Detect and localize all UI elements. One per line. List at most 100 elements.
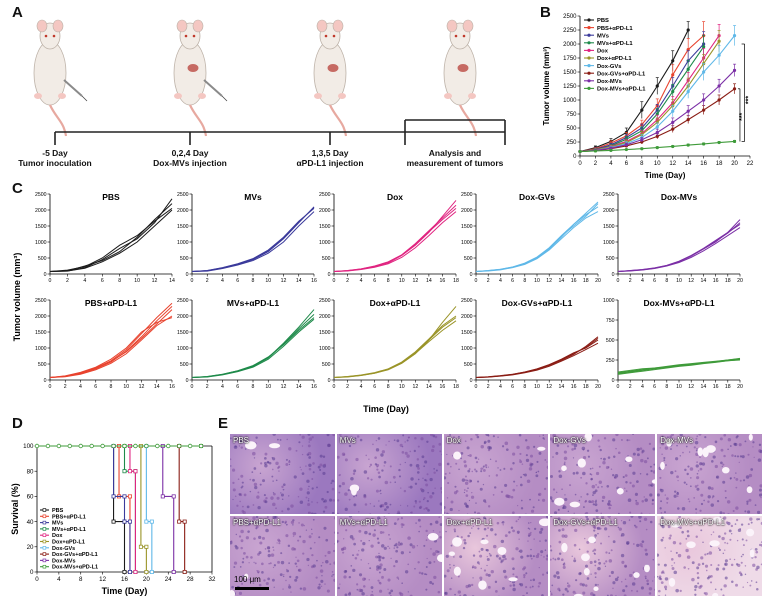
censor-marker	[182, 569, 187, 574]
x-tick-label: 20	[143, 576, 150, 583]
x-tick-label: 12	[99, 576, 106, 583]
x-tick-label: 4	[57, 576, 61, 583]
animal-growth-line	[617, 359, 741, 375]
data-point	[686, 118, 690, 122]
tissue-texture	[336, 516, 442, 596]
tissue-texture	[550, 434, 656, 514]
x-tick-label: 18	[725, 384, 731, 390]
he-image-label: MVs+αPD-L1	[339, 518, 388, 527]
data-point	[671, 90, 675, 94]
x-tick-label: 16	[700, 161, 707, 167]
panel-letter-c: C	[12, 180, 23, 197]
animal-growth-line	[617, 227, 741, 272]
legend-marker	[587, 56, 591, 60]
legend-label: Dox-MVs	[52, 558, 76, 564]
x-tick-label: 18	[725, 278, 731, 284]
y-tick-label: 1000	[461, 240, 473, 246]
y-tick-label: 0	[44, 378, 47, 384]
y-tick-label: 500	[566, 126, 577, 132]
y-tick-label: 1000	[177, 240, 189, 246]
x-tick-label: 16	[571, 278, 577, 284]
animal-growth-line	[475, 342, 599, 378]
y-tick-label: 1000	[461, 346, 473, 352]
survival-chart-d: 0 4 8 12 16 20 24 28 32 0 20 40 60 80 100 Time (Day) Sur…	[10, 443, 216, 596]
y-tick-label: 2000	[177, 314, 189, 320]
data-point	[732, 68, 737, 72]
animal-growth-line	[49, 198, 173, 272]
y-tick-label: 500	[180, 362, 189, 368]
tissue-texture	[336, 434, 442, 514]
y-tick-label: 0	[186, 378, 189, 384]
data-point	[686, 28, 690, 32]
x-tick-label: 0	[475, 384, 478, 390]
censor-marker	[133, 469, 138, 474]
animal-growth-line	[191, 318, 315, 378]
animal-growth-line	[191, 206, 315, 272]
y-tick-label: 1000	[35, 346, 47, 352]
x-tick-label: 12	[688, 384, 694, 390]
x-tick-label: 8	[79, 576, 83, 583]
animal-growth-line	[333, 211, 457, 272]
data-point	[702, 45, 706, 49]
x-tick-label: 0	[333, 384, 336, 390]
legend-marker	[42, 514, 47, 519]
censor-marker	[149, 569, 154, 574]
censor-marker	[122, 494, 127, 499]
x-tick-label: 0	[191, 278, 194, 284]
y-tick-label: 80	[27, 468, 34, 475]
series-line	[579, 40, 720, 153]
x-tick-label: 4	[221, 384, 224, 390]
x-tick-label: 12	[412, 278, 418, 284]
y-axis-title: Survival (%)	[10, 483, 20, 535]
x-tick-label: 8	[387, 278, 390, 284]
he-image-tile: Dox	[442, 433, 550, 515]
he-image-label: Dox-GVs	[553, 436, 586, 445]
animal-growth-line	[49, 302, 173, 378]
legend-label: PBS	[597, 18, 609, 24]
x-tick-label: 4	[499, 278, 502, 284]
x-tick-label: 2	[206, 384, 209, 390]
x-tick-label: 14	[559, 384, 565, 390]
panel-letter-b: B	[540, 4, 551, 21]
y-tick-label: 1500	[177, 224, 189, 230]
y-tick-label: 1000	[35, 240, 47, 246]
legend-marker	[587, 48, 591, 53]
he-image-grid: PBS MVs Dox Dox-GVs Dox-MVs PBS+αPD-L1 MVs+αPD…	[229, 433, 763, 597]
y-tick-label: 2500	[177, 192, 189, 198]
animal-growth-line	[49, 317, 173, 378]
censor-marker	[176, 443, 182, 449]
y-tick-label: 100	[23, 443, 34, 450]
he-image-tile: PBS	[229, 433, 336, 515]
x-tick-label: 2	[66, 278, 69, 284]
tissue-texture	[657, 434, 762, 514]
significance-label: ***	[739, 112, 746, 120]
x-tick-label: 20	[737, 278, 743, 284]
timeline-panel	[33, 19, 506, 145]
animal-growth-line	[49, 207, 173, 272]
y-tick-label: 0	[612, 272, 615, 278]
y-tick-label: 1500	[35, 330, 47, 336]
x-tick-label: 10	[534, 278, 540, 284]
he-image-label: PBS	[233, 436, 250, 445]
legend-label: MVs+αPD-L1	[597, 41, 633, 47]
x-tick-label: 12	[669, 161, 676, 167]
x-tick-label: 18	[453, 384, 459, 390]
x-tick-label: 10	[123, 384, 129, 390]
subplot-title: MVs+αPD-L1	[227, 298, 279, 308]
y-tick-label: 1250	[563, 84, 577, 90]
animal-growth-line	[49, 315, 173, 378]
x-axis-title: Time (Day)	[102, 586, 148, 596]
he-image-tile: Dox+αPD-L1	[442, 515, 550, 597]
x-tick-label: 8	[665, 384, 668, 390]
tumor-volume-chart-b: 0 2 4 6 8 10 12 14 16 18 20 22 0 250 500 750 1000 1250 150…	[542, 14, 754, 180]
legend-label: Dox-GVs	[52, 546, 75, 552]
animal-growth-line	[617, 219, 741, 272]
subplot-title: Dox	[387, 192, 403, 202]
censor-marker	[187, 443, 193, 449]
animal-growth-line	[333, 208, 457, 272]
he-image-tile: Dox-MVs+αPD-L1	[656, 515, 763, 597]
x-tick-label: 2	[487, 384, 490, 390]
x-tick-label: 12	[688, 278, 694, 284]
syringe-icon	[203, 79, 223, 97]
legend-label: Dox+αPD-L1	[597, 56, 632, 62]
